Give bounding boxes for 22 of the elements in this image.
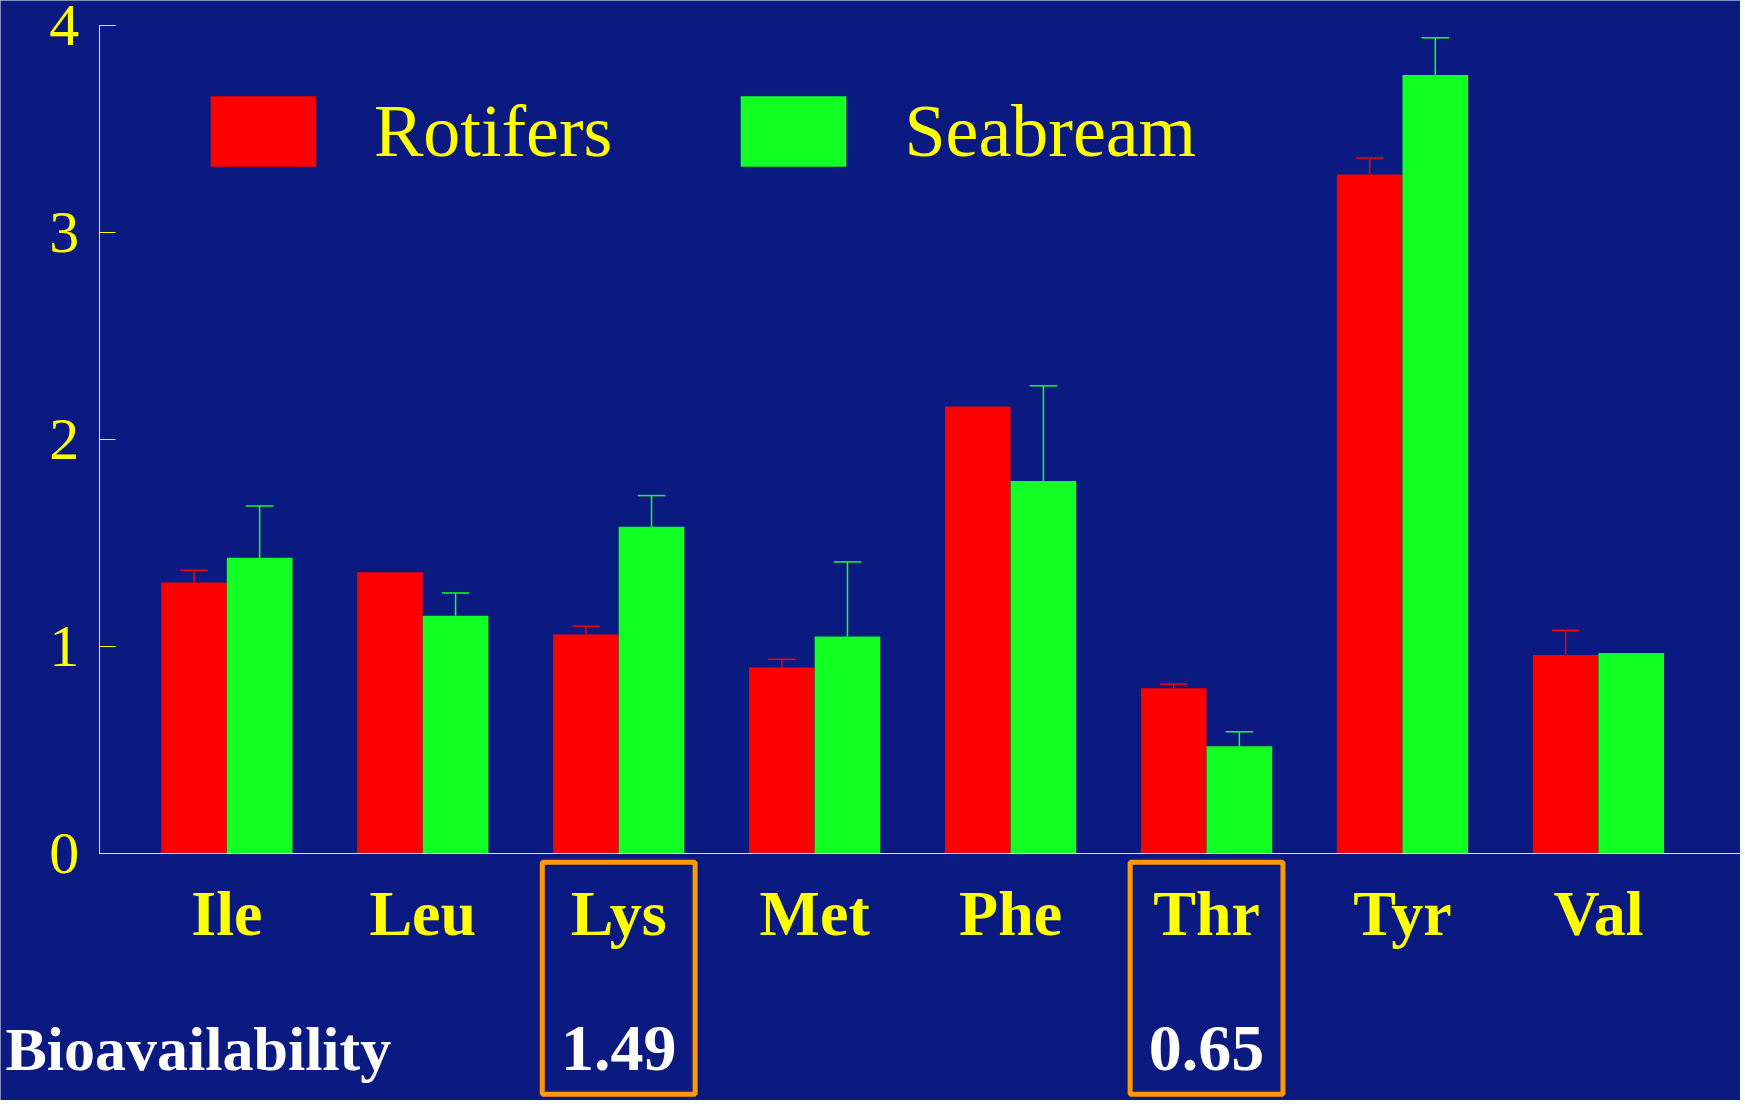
y-tick-label: 4 (49, 0, 80, 58)
legend-label: Seabream (904, 88, 1197, 174)
x-tick-label: Met (759, 877, 871, 949)
y-tick-label: 0 (49, 820, 80, 887)
y-tick-label: 3 (49, 199, 80, 266)
bar (944, 406, 1011, 854)
y-tick-label: 2 (49, 406, 80, 473)
x-tick-label: Ile (191, 877, 263, 949)
x-tick-label: Thr (1153, 877, 1260, 949)
x-tick-label: Leu (369, 877, 477, 949)
bar (1598, 653, 1665, 854)
bar (1140, 688, 1207, 854)
x-tick-label: Tyr (1353, 877, 1452, 949)
legend-label: Rotifers (374, 88, 613, 174)
text: 1.49 (560, 1011, 677, 1085)
x-tick-label: Lys (570, 877, 667, 949)
x-tick-label: Val (1553, 877, 1644, 949)
text: Bioavailability (5, 1014, 392, 1083)
text: 0.65 (1148, 1011, 1265, 1085)
bar (357, 572, 423, 854)
x-tick-label: Phe (959, 877, 1063, 949)
y-tick-label: 1 (49, 613, 80, 680)
